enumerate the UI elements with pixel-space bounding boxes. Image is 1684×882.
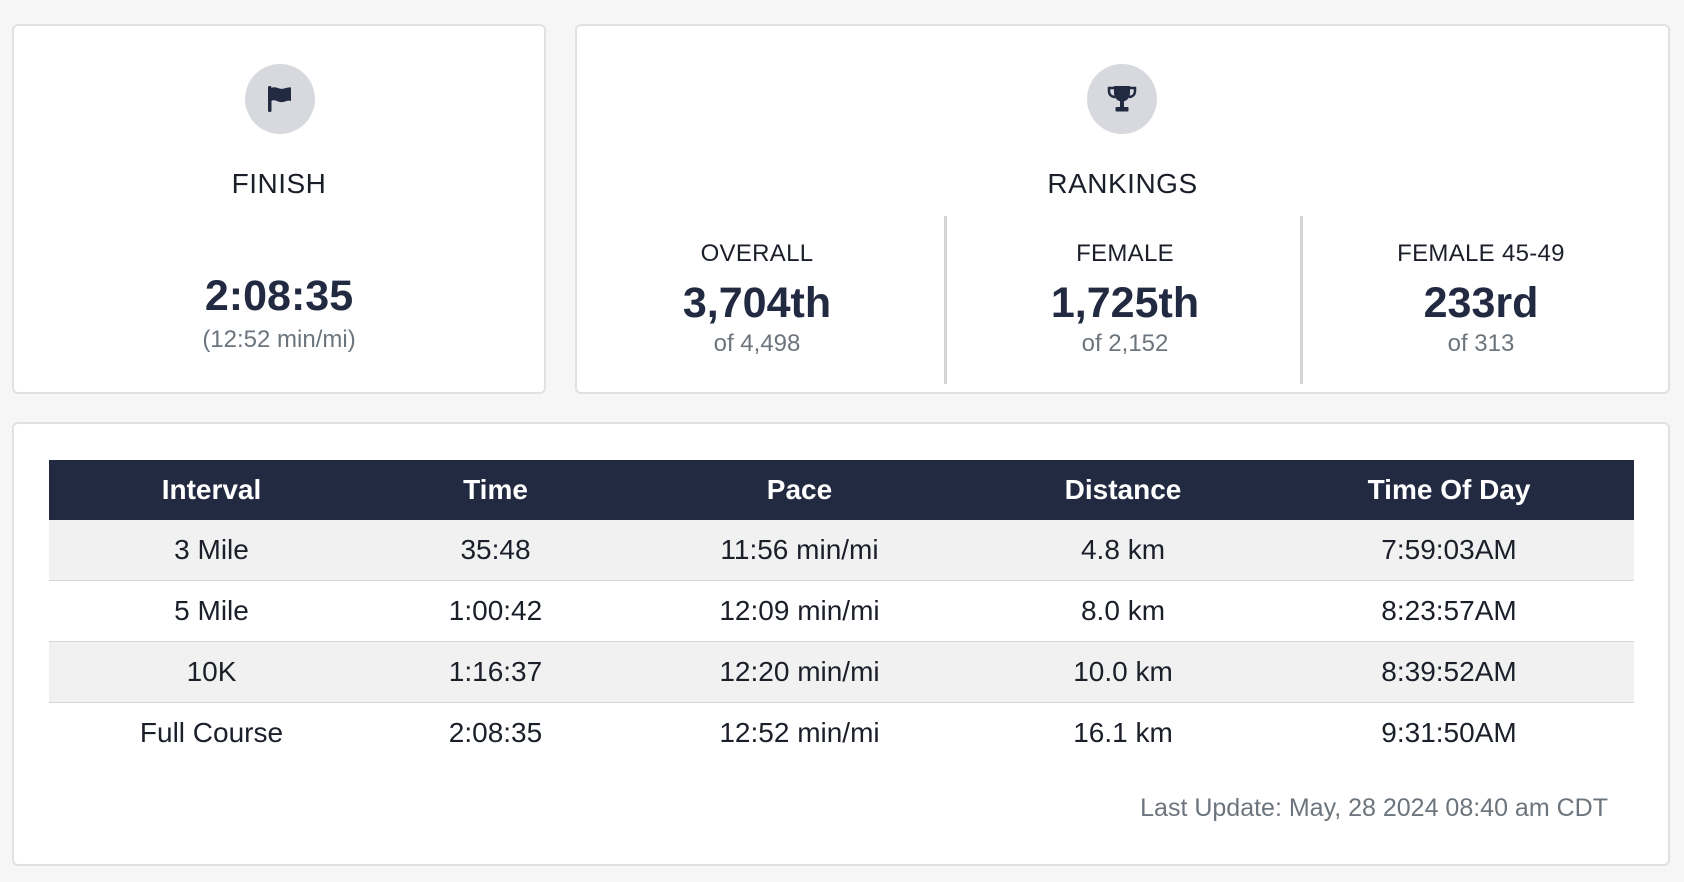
finish-label: FINISH [231,168,327,199]
trophy-icon [1087,64,1157,134]
rank-label: FEMALE 45-49 [1397,240,1565,267]
cell-time-of-day: 7:59:03AM [1264,520,1634,581]
rank-label: OVERALL [700,240,814,267]
rank-total: of 2,152 [1081,330,1169,357]
cell-distance: 4.8 km [982,520,1264,581]
cell-interval: 10K [49,641,374,703]
rankings-card: RANKINGS OVERALL 3,704th of 4,498 FEMALE… [575,24,1670,394]
cell-time: 35:48 [374,520,617,581]
cell-time: 1:00:42 [374,580,617,642]
cell-interval: 3 Mile [49,520,374,581]
rank-value: 233rd [1423,279,1539,327]
cell-time-of-day: 9:31:50AM [1264,702,1634,763]
rank-label: FEMALE [1076,240,1174,267]
rank-female-age-group: FEMALE 45-49 233rd of 313 [1300,216,1659,384]
table-row: 5 Mile 1:00:42 12:09 min/mi 8.0 km 8:23:… [49,580,1634,642]
cell-time-of-day: 8:39:52AM [1264,641,1634,703]
table-row: 3 Mile 35:48 11:56 min/mi 4.8 km 7:59:03… [49,520,1634,581]
cell-interval: Full Course [49,702,374,763]
cell-time-of-day: 8:23:57AM [1264,580,1634,642]
rankings-label: RANKINGS [1047,168,1198,199]
cell-distance: 8.0 km [982,580,1264,642]
table-row: 10K 1:16:37 12:20 min/mi 10.0 km 8:39:52… [49,641,1634,703]
finish-pace: (12:52 min/mi) [202,326,356,353]
column-header-interval: Interval [49,460,374,520]
table-row: Full Course 2:08:35 12:52 min/mi 16.1 km… [49,702,1634,763]
rank-overall: OVERALL 3,704th of 4,498 [579,216,935,384]
rank-total: of 4,498 [713,330,801,357]
column-header-time: Time [374,460,617,520]
cell-pace: 12:09 min/mi [617,580,982,642]
finish-card: FINISH 2:08:35 (12:52 min/mi) [12,24,546,394]
cell-interval: 5 Mile [49,580,374,642]
rank-value: 3,704th [682,279,832,327]
rank-total: of 313 [1447,330,1515,357]
cell-distance: 10.0 km [982,641,1264,703]
flag-icon [245,64,315,134]
cell-pace: 11:56 min/mi [617,520,982,581]
cell-time: 2:08:35 [374,702,617,763]
splits-table: Interval Time Pace Distance Time Of Day … [49,460,1634,763]
cell-time: 1:16:37 [374,641,617,703]
cell-pace: 12:20 min/mi [617,641,982,703]
table-header-row: Interval Time Pace Distance Time Of Day [49,460,1634,520]
column-header-pace: Pace [617,460,982,520]
column-header-time-of-day: Time Of Day [1264,460,1634,520]
finish-time: 2:08:35 [204,272,354,320]
rank-value: 1,725th [1050,279,1200,327]
rank-female: FEMALE 1,725th of 2,152 [944,216,1303,384]
column-header-distance: Distance [982,460,1264,520]
cell-pace: 12:52 min/mi [617,702,982,763]
splits-card: Interval Time Pace Distance Time Of Day … [12,422,1670,866]
cell-distance: 16.1 km [982,702,1264,763]
last-update-text: Last Update: May, 28 2024 08:40 am CDT [1140,794,1608,822]
